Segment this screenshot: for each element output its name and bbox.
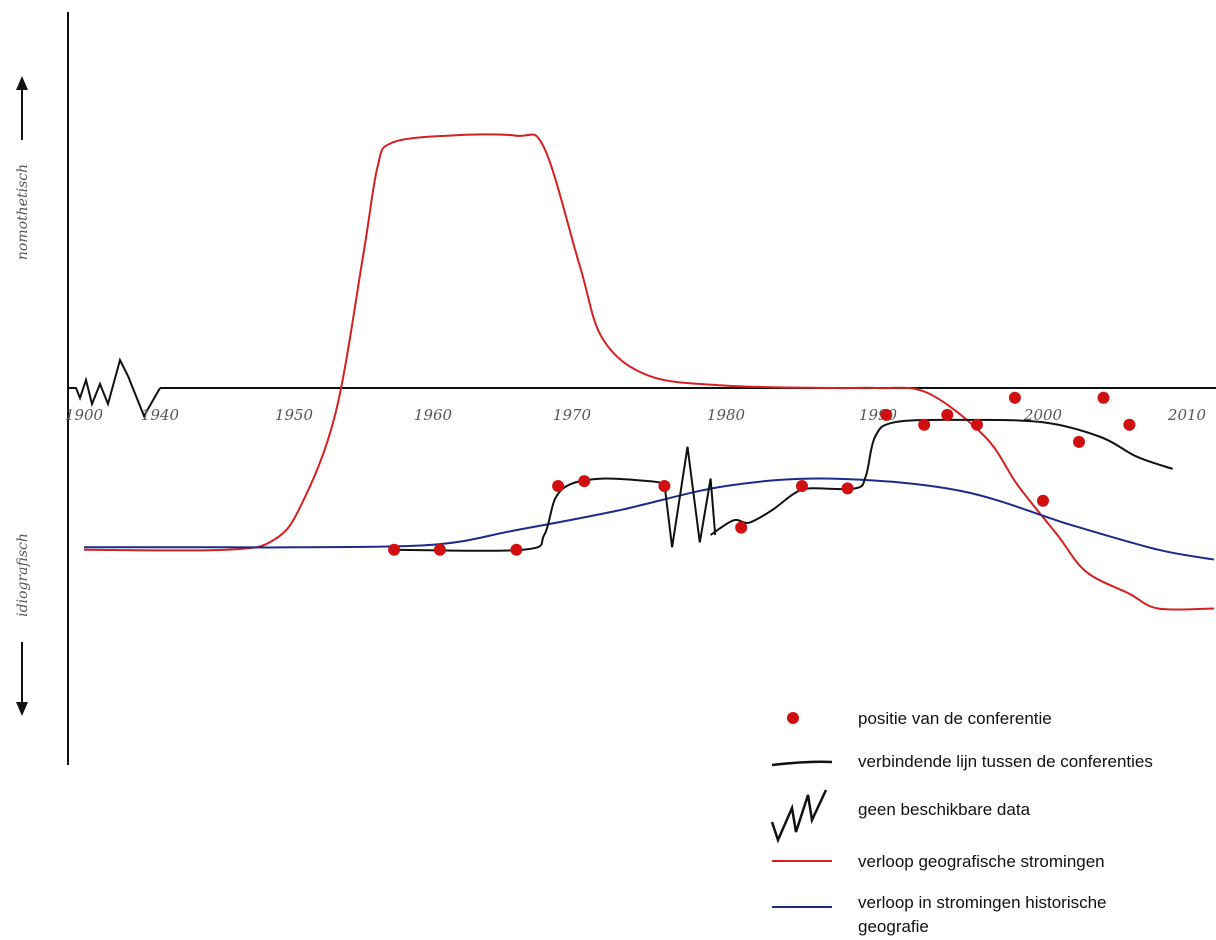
legend-label-hist-cont: geografie [858, 917, 929, 936]
conference-point [918, 418, 931, 431]
conference-point [1037, 494, 1049, 507]
conference-point [880, 408, 893, 421]
x-tick-label: 1980 [707, 406, 746, 424]
conference-point [658, 480, 671, 492]
legend-marker-connecting-line [771, 760, 833, 767]
x-tick-label: 2010 [1167, 406, 1207, 424]
legend-marker-conference [787, 712, 799, 724]
legend: positie van de conferentie verbindende li… [770, 709, 1153, 936]
series-line-hist [84, 477, 1215, 561]
conference-point [510, 543, 523, 556]
x-tick-label: 1900 [65, 406, 104, 424]
conference-point [1073, 435, 1085, 448]
conference-point [735, 521, 748, 534]
legend-label-hist: verloop in stromingen historische [858, 893, 1107, 912]
x-tick-label: 1950 [275, 406, 314, 424]
legend-label-connecting-line: verbindende lijn tussen de conferenties [858, 752, 1153, 771]
series-line-geo [83, 133, 1215, 611]
y-axis-top-label: nomothetisch [15, 164, 31, 260]
legend-label-no-data: geen beschikbare data [858, 800, 1031, 819]
conference-point [941, 408, 954, 421]
legend-label-conference: positie van de conferentie [858, 709, 1052, 728]
connecting-line-segment [710, 418, 1173, 536]
conference-point [1097, 391, 1110, 404]
conference-point [971, 418, 983, 431]
x-tick-label: 2000 [1023, 406, 1063, 424]
arrowhead-down-icon [16, 702, 28, 716]
conference-point [433, 543, 446, 556]
plot-area: nomothetisch idiografisch 1900 1940 1950 1960… [15, 12, 1216, 765]
legend-label-geo: verloop geografische stromingen [858, 852, 1105, 871]
y-axis-bottom-label: idiografisch [15, 533, 31, 617]
conference-point [1008, 391, 1021, 404]
conference-point [796, 480, 808, 492]
conference-point [388, 543, 401, 556]
no-data-zigzag [663, 446, 717, 548]
conference-point [1123, 418, 1136, 431]
arrowhead-up-icon [16, 76, 28, 90]
conference-point [841, 482, 854, 495]
legend-marker-no-data [770, 789, 828, 844]
conference-point [552, 480, 565, 492]
x-tick-label: 1940 [141, 406, 180, 424]
baseline-zigzag [68, 357, 161, 419]
x-tick-label: 1960 [414, 406, 453, 424]
connecting-line-segment [391, 477, 665, 552]
conference-point [578, 475, 591, 488]
x-tick-label: 1970 [553, 406, 592, 424]
